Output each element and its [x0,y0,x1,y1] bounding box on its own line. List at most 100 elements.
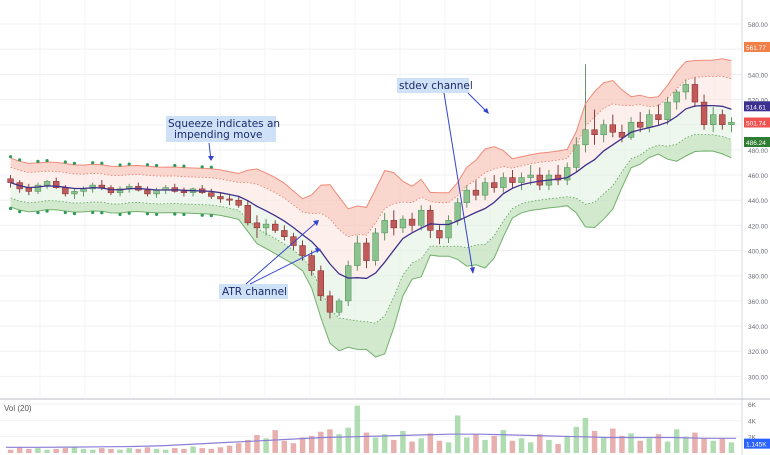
volume-bar [509,440,516,453]
candle-body [317,270,324,297]
atr-arrowhead-2 [315,248,321,253]
volume-bar [44,449,50,453]
stdev-arrowhead-2 [470,267,475,274]
candle-body [408,218,416,226]
volume-series: 6K 4K 2K1.145K [0,402,770,453]
channel-lines [8,58,732,358]
squeeze-dot [173,212,177,216]
y-tick-label: 540.00 [748,72,768,79]
upper-stdev-band [10,58,732,237]
volume-bar [537,434,543,453]
candle-body [491,182,498,188]
price-badge-label: 561.77 [746,45,766,52]
candle-body [217,196,224,200]
volume-bar [199,448,205,453]
volume-bar [600,437,607,453]
volume-bar [710,440,716,453]
candle-body [618,131,626,138]
channel-bands [10,58,732,357]
y-tick-label: 420.00 [748,223,768,230]
volume-bar [226,445,233,453]
volume-ma-line [6,433,736,448]
volume-bar [126,448,132,453]
candle-body [573,144,580,168]
y-tick-label: 580.00 [748,22,768,29]
volume-bar [582,417,589,453]
price-badge-label: 486.24 [746,140,766,147]
squeeze-dot [118,212,122,217]
volume-bar [573,426,580,453]
candle-body [609,124,616,133]
volume-bar [181,448,187,453]
candle-body [509,177,516,183]
volume-bar [363,432,370,453]
candle-body [728,121,735,125]
squeeze-dot [145,163,150,167]
squeeze-dot [182,164,186,168]
y-tick-label: 480.00 [748,148,768,155]
candle-body [98,184,105,188]
candle-body [673,91,680,103]
volume-bar [701,438,707,453]
candle-body [399,218,407,229]
volume-bar [409,441,415,453]
volume-bar [7,449,14,453]
squeeze-dot [72,212,77,216]
candle-body [436,230,443,239]
volume-bar [290,443,297,453]
candle-body [272,223,279,231]
candle-body [290,236,297,246]
candle-body [664,101,671,120]
squeeze-callout-text: Squeeze indicates an impending move [168,118,283,141]
squeeze-dot [72,161,77,166]
candle-body [481,182,489,196]
squeeze-dot [118,163,122,167]
stdev-arrow-2 [443,92,474,274]
candle-body [116,188,124,193]
volume-current-label: 1.145K [746,442,767,449]
candle-body [500,177,507,188]
lower-stdev-line [10,150,732,358]
volume-bar [318,431,324,453]
volume-bar [80,448,87,453]
squeeze-dot [18,210,22,214]
candle-body [418,210,425,226]
candle-body [463,189,470,203]
volume-bar [153,448,160,453]
volume-bar [16,447,23,453]
candle-body [62,187,69,195]
volume-bar [655,434,662,453]
candle-body [308,255,315,271]
volume-bar [117,449,123,453]
volume-pane-title: Vol (20) [4,404,32,413]
candle-body [80,188,87,192]
stdev-callout-box [397,78,469,93]
atr-arrowhead-1 [313,220,319,226]
candle-body [253,222,261,229]
y-tick-label: 300.00 [748,374,768,381]
candle-body [472,189,480,196]
candle-body [719,114,726,125]
volume-bar [299,437,306,453]
candle-body [564,167,571,181]
candle-body [691,84,699,103]
candle-body [299,245,306,256]
volume-tick-label: 6K [748,402,757,409]
volume-current-badge [744,438,770,449]
volume-bar [555,444,561,453]
candle-body [208,192,215,197]
volume-bar [482,439,488,453]
moving-average-line [10,104,732,280]
candle-body [582,129,589,146]
volume-bar [372,437,379,453]
candle-body [153,189,160,195]
volume-bar [327,429,333,453]
squeeze-dot [127,162,131,166]
lower-atr-band [10,105,732,324]
volume-bar [208,448,215,453]
volume-bar [418,438,424,453]
volume-bar [172,448,178,453]
volume-bar [135,448,142,453]
candle-body [363,242,370,261]
volume-bar [217,447,224,453]
